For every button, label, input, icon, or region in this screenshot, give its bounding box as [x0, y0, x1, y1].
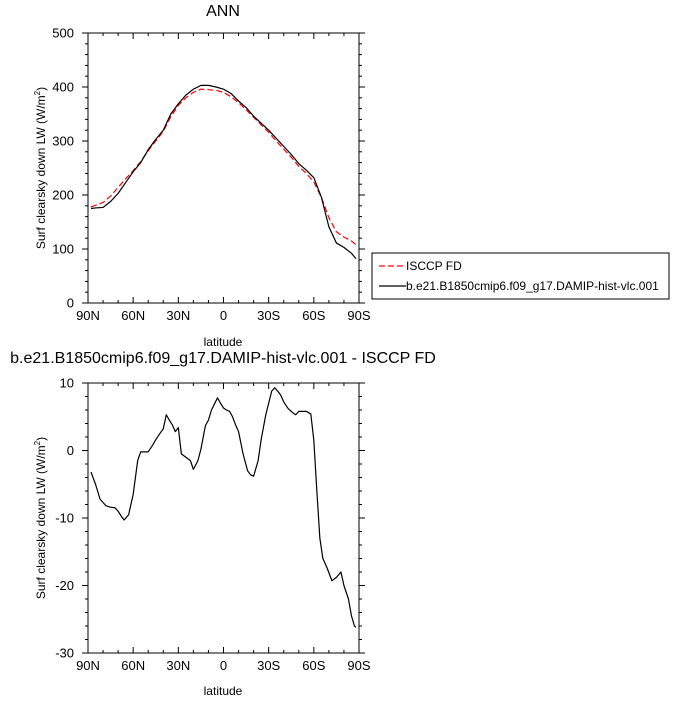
bottom-series — [90, 387, 357, 628]
top-x-tick-label: 90N — [76, 308, 100, 323]
legend: ISCCP FD b.e21.B1850cmip6.f09_g17.DAMIP-… — [371, 252, 670, 300]
top-chart-title: ANN — [206, 3, 240, 20]
bottom-y-axis-label-sup: 2 — [33, 440, 42, 445]
top-y-tick-label: 0 — [67, 296, 74, 311]
top-x-tick-label: 90S — [347, 308, 370, 323]
bottom-y-tick-label: 0 — [67, 443, 74, 458]
top-y-axis-label-main: Surf clearsky down LW (W/m — [34, 95, 48, 249]
top-y-tick-label: 300 — [52, 134, 74, 149]
bottom-series-line-0 — [90, 387, 357, 628]
bottom-chart-title: b.e21.B1850cmip6.f09_g17.DAMIP-hist-vlc.… — [10, 350, 436, 367]
top-y-tick-label: 500 — [52, 26, 74, 41]
bottom-x-tick-label: 60S — [302, 658, 325, 673]
legend-box — [371, 252, 670, 300]
legend-label-isccp: ISCCP FD — [406, 259, 462, 273]
legend-label-model: b.e21.B1850cmip6.f09_g17.DAMIP-hist-vlc.… — [406, 279, 659, 293]
bottom-x-tick-label: 90S — [347, 658, 370, 673]
top-series-line-0 — [90, 88, 357, 246]
top-series — [90, 84, 357, 260]
bottom-x-tick-label: 0 — [220, 658, 227, 673]
bottom-y-tick-label: -30 — [55, 646, 74, 661]
bottom-x-tick-label: 60N — [121, 658, 145, 673]
bottom-y-axis-label-close: ) — [34, 437, 48, 441]
top-x-tick-label: 30N — [166, 308, 190, 323]
top-series-line-1 — [90, 84, 357, 260]
top-y-tick-label: 200 — [52, 188, 74, 203]
bottom-x-tick-label: 30N — [166, 658, 190, 673]
bottom-x-axis-label: latitude — [204, 684, 243, 698]
panel-top: ANN 90N 60N 30N 0 30S 60S 90S0100200300400500 … — [33, 3, 670, 349]
bottom-ticks: 90N 60N 30N 0 30S 60S 90S -30 -20 -10 0 10 — [55, 376, 371, 674]
panel-bottom: b.e21.B1850cmip6.f09_g17.DAMIP-hist-vlc.… — [10, 350, 436, 698]
top-plot-frame — [87, 32, 360, 304]
top-y-axis-label: Surf clearsky down LW (W/m2) — [33, 87, 48, 249]
top-ticks: 90N 60N 30N 0 30S 60S 90S 0 100 200 300 400 500 — [52, 26, 371, 324]
top-x-tick-label: 30S — [257, 308, 280, 323]
bottom-y-tick-label: 10 — [60, 376, 74, 391]
top-x-axis-label: latitude — [204, 335, 243, 349]
bottom-y-axis-label-main: Surf clearsky down LW (W/m — [34, 445, 48, 599]
top-x-tick-label: 60S — [302, 308, 325, 323]
bottom-y-tick-label: -20 — [55, 578, 74, 593]
top-y-axis-label-sup: 2 — [33, 90, 42, 95]
top-y-tick-label: 100 — [52, 242, 74, 257]
bottom-y-tick-label: -10 — [55, 511, 74, 526]
bottom-x-tick-label: 90N — [76, 658, 100, 673]
top-y-tick-label: 400 — [52, 80, 74, 95]
top-x-tick-label: 60N — [121, 308, 145, 323]
bottom-y-axis-label: Surf clearsky down LW (W/m2) — [33, 437, 48, 599]
top-x-tick-label: 0 — [220, 308, 227, 323]
top-y-axis-label-close: ) — [34, 87, 48, 91]
bottom-x-tick-label: 30S — [257, 658, 280, 673]
